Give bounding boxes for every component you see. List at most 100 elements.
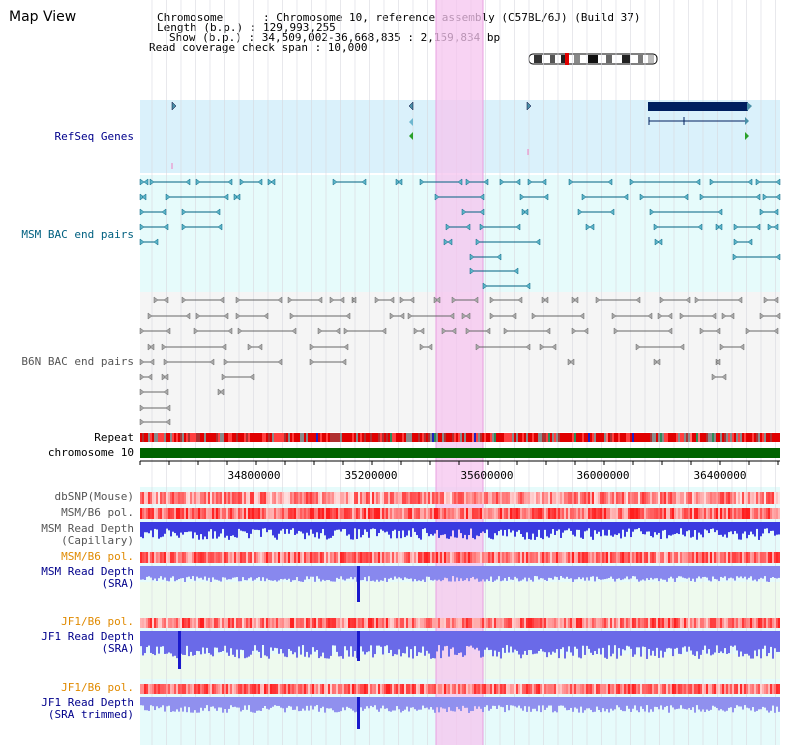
repeat-element xyxy=(288,433,290,442)
polymorphism-bin xyxy=(226,684,228,694)
b6n-bac-pairs[interactable] xyxy=(139,296,781,426)
polymorphism-bin xyxy=(164,552,166,563)
polymorphism-bin xyxy=(348,492,350,504)
bac-end xyxy=(667,327,673,335)
polymorphism-bin xyxy=(678,492,680,504)
read-depth-bin xyxy=(756,576,758,582)
polymorphism-bin xyxy=(594,508,596,519)
polymorphism-tracks[interactable] xyxy=(140,492,780,694)
polymorphism-bin xyxy=(512,508,514,519)
polymorphism-bin xyxy=(500,684,502,694)
refseq-genes[interactable] xyxy=(171,101,752,169)
polymorphism-bin xyxy=(694,684,696,694)
chromosome-bar[interactable] xyxy=(140,448,780,458)
read-depth-bin xyxy=(620,645,622,656)
polymorphism-bin xyxy=(570,508,572,519)
polymorphism-bin xyxy=(314,684,316,694)
read-depth-bin xyxy=(464,705,466,708)
polymorphism-bin xyxy=(530,508,532,519)
polymorphism-bin xyxy=(600,618,602,628)
read-depth-bin xyxy=(144,645,146,654)
bac-end xyxy=(335,327,341,335)
polymorphism-bin xyxy=(696,618,698,628)
read-depth-bin xyxy=(540,528,542,538)
read-depth-bin xyxy=(460,705,462,712)
read-depth-bin xyxy=(652,528,654,538)
read-depth-bin xyxy=(582,528,584,539)
read-depth-bin xyxy=(222,528,224,529)
read-depth-bin xyxy=(424,705,426,709)
read-depth-bin xyxy=(472,705,474,711)
polymorphism-bin xyxy=(728,684,730,694)
read-depth-bin xyxy=(704,528,706,530)
polymorphism-bin xyxy=(324,684,326,694)
polymorphism-bin xyxy=(376,552,378,563)
read-depth-bin xyxy=(512,576,514,580)
read-depth-bin xyxy=(168,705,170,706)
polymorphism-bin xyxy=(704,492,706,504)
polymorphism-bin xyxy=(408,552,410,563)
polymorphism-bin xyxy=(560,618,562,628)
polymorphism-bin xyxy=(610,684,612,694)
repeat-track[interactable] xyxy=(140,433,780,442)
polymorphism-bin xyxy=(544,508,546,519)
repeat-element xyxy=(742,433,744,442)
polymorphism-bin xyxy=(216,684,218,694)
bac-end xyxy=(247,343,253,351)
polymorphism-bin xyxy=(608,552,610,563)
repeat-element xyxy=(502,433,504,442)
gene-block[interactable] xyxy=(648,102,748,111)
polymorphism-bin xyxy=(744,492,746,504)
read-depth-bin xyxy=(270,576,272,581)
polymorphism-bin xyxy=(370,684,372,694)
polymorphism-bin xyxy=(282,618,284,628)
polymorphism-bin xyxy=(624,684,626,694)
read-depth-bin xyxy=(432,645,434,659)
read-depth-bin xyxy=(564,645,566,659)
read-depth-bin xyxy=(250,645,252,655)
read-depth-bin xyxy=(648,528,650,532)
polymorphism-bin xyxy=(700,552,702,563)
polymorphism-bin xyxy=(526,552,528,563)
msm-bac-pairs[interactable] xyxy=(139,178,781,290)
chromosome-ideogram[interactable] xyxy=(528,52,660,66)
polymorphism-bin xyxy=(338,684,340,694)
polymorphism-bin xyxy=(396,684,398,694)
read-depth-bin xyxy=(548,705,550,706)
msm-depth-sra-sub: (SRA) xyxy=(101,577,135,590)
read-depth-bin xyxy=(670,528,672,536)
read-depth-bin xyxy=(286,576,288,580)
read-depth-bin xyxy=(388,645,390,654)
read-depth-bin xyxy=(710,528,712,530)
repeat-element xyxy=(172,433,174,442)
polymorphism-bin xyxy=(340,492,342,504)
polymorphism-bin xyxy=(510,618,512,628)
read-depth-bin xyxy=(206,645,208,648)
read-depth-bin xyxy=(542,645,544,652)
repeat-element xyxy=(656,433,658,442)
polymorphism-bin xyxy=(506,492,508,504)
read-depth-bin xyxy=(778,705,780,712)
read-depth-bin xyxy=(346,576,348,579)
repeat-element xyxy=(546,433,548,442)
repeat-element xyxy=(500,433,502,442)
read-depth-bin xyxy=(178,576,180,580)
polymorphism-bin xyxy=(166,552,168,563)
polymorphism-bin xyxy=(254,684,256,694)
read-depth-bin xyxy=(650,576,652,578)
polymorphism-bin xyxy=(338,492,340,504)
polymorphism-bin xyxy=(752,684,754,694)
read-depth-bin xyxy=(422,705,424,706)
polymorphism-bin xyxy=(254,618,256,628)
polymorphism-bin xyxy=(744,684,746,694)
read-depth-tracks[interactable] xyxy=(140,522,780,729)
polymorphism-bin xyxy=(258,552,260,563)
polymorphism-bin xyxy=(540,492,542,504)
polymorphism-bin xyxy=(382,552,384,563)
read-depth-bin xyxy=(612,645,614,654)
read-depth-bin xyxy=(732,705,734,713)
polymorphism-bin xyxy=(768,508,770,519)
polymorphism-bin xyxy=(776,492,778,504)
polymorphism-bin xyxy=(622,508,624,519)
